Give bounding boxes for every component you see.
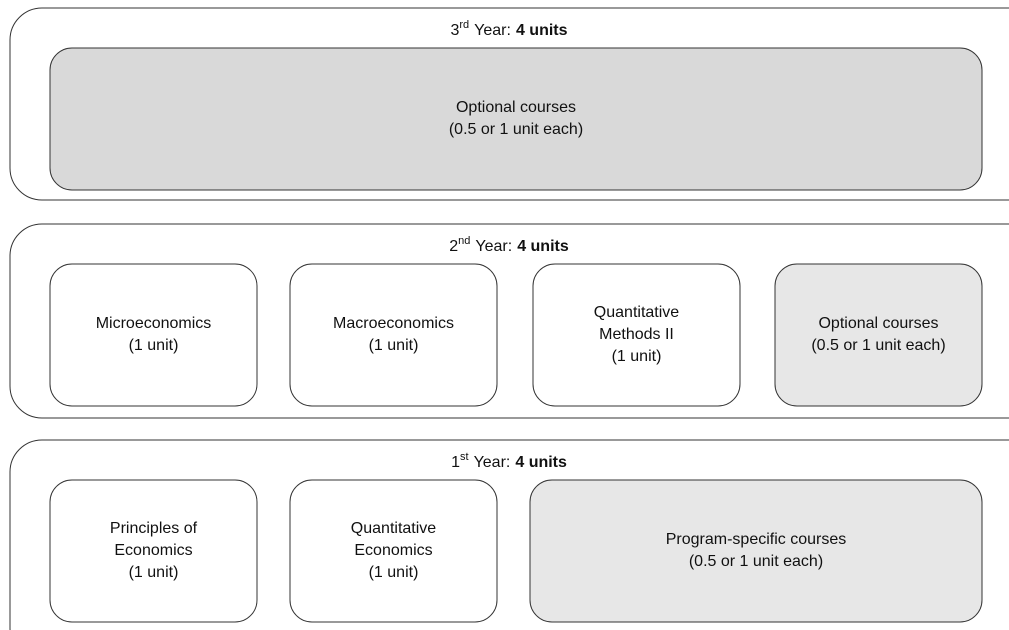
course-box: Program-specific courses (0.5 or 1 unit e… [529,479,983,623]
year-suffix: rd [459,19,469,31]
panel-frame [9,223,1009,419]
year-ordinal: 1 [451,454,460,471]
course-box-frame [532,263,741,407]
year-label: Year: [474,22,511,39]
course-text: Methods II [599,326,674,343]
course-text: (1 unit) [129,337,179,354]
course-box: Microeconomics (1 unit) [49,263,258,407]
course-text: (0.5 or 1 unit each) [449,121,583,138]
year-panel: 3rd Year: 4 units Optional courses (0.5 or 1… [9,7,1009,201]
course-text: Microeconomics [96,315,212,332]
course-text: Economics [354,542,432,559]
year-units: 4 units [516,22,568,39]
course-text: (0.5 or 1 unit each) [689,553,823,570]
course-text: Program-specific courses [666,531,847,548]
course-text: (1 unit) [129,564,179,581]
course-box-frame [289,479,498,623]
course-text: (1 unit) [369,337,419,354]
course-text: (1 unit) [612,348,662,365]
year-ordinal: 2 [449,238,458,255]
year-label: Year: [474,454,511,471]
course-box-frame [774,263,983,407]
year-suffix: nd [458,235,470,247]
course-box: Quantitative Methods II (1 unit) [532,263,741,407]
course-box: Principles of Economics (1 unit) [49,479,258,623]
year-suffix: st [460,451,469,463]
year-units: 4 units [515,454,567,471]
course-text: (1 unit) [369,564,419,581]
course-text: (0.5 or 1 unit each) [811,337,945,354]
course-text: Quantitative [351,520,436,537]
panel-heading: 3rd Year: 4 units [450,19,567,39]
year-panel: 1st Year: 4 units Principles of Economics (1 … [9,439,1009,630]
course-box-frame [49,47,983,191]
panel-heading: 2nd Year: 4 units [449,235,569,255]
course-box-frame [49,263,258,407]
year-units: 4 units [517,238,569,255]
course-box-frame [529,479,983,623]
course-text: Optional courses [456,99,576,116]
course-box-frame [289,263,498,407]
course-text: Optional courses [818,315,938,332]
panel-heading: 1st Year: 4 units [451,451,567,471]
course-text: Principles of [110,520,198,537]
course-text: Economics [114,542,192,559]
course-text: Quantitative [594,304,679,321]
course-box: Macroeconomics (1 unit) [289,263,498,407]
course-text: Macroeconomics [333,315,454,332]
course-box: Optional courses (0.5 or 1 unit each) [49,47,983,191]
year-ordinal: 3 [450,22,459,39]
course-box: Quantitative Economics (1 unit) [289,479,498,623]
year-label: Year: [475,238,512,255]
course-box: Optional courses (0.5 or 1 unit each) [774,263,983,407]
course-box-frame [49,479,258,623]
